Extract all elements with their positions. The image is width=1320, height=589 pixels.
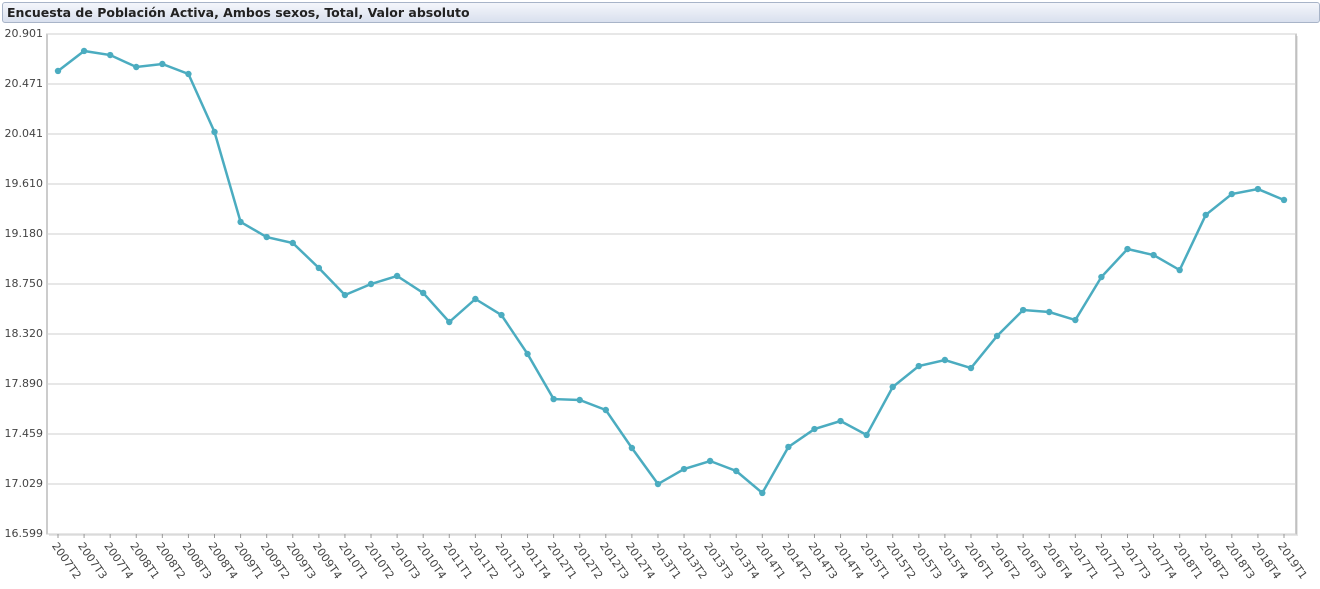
data-point [1280,196,1288,204]
data-point [524,350,531,358]
data-point [733,467,740,475]
data-point [759,489,766,497]
y-tick-label: 17.029 [5,477,44,490]
data-point [1254,185,1262,193]
data-point [185,70,192,78]
data-point [1124,245,1131,253]
data-point [54,67,62,75]
data-point [811,425,818,433]
y-tick-label: 20.901 [5,27,44,40]
data-point [393,272,401,280]
data-point [941,356,949,364]
y-tick-label: 17.890 [5,377,44,390]
data-point [576,396,583,404]
data-point [915,362,923,370]
data-point [80,47,88,55]
y-tick-label: 19.610 [5,177,44,190]
y-tick-label: 18.750 [5,277,44,290]
y-tick-label: 20.041 [5,127,44,140]
data-point [1046,308,1053,316]
data-point [1150,251,1157,259]
data-point [211,128,218,136]
data-point [472,295,479,303]
data-point [602,406,609,414]
data-point [289,239,296,247]
y-tick-label: 19.180 [5,227,44,240]
data-point [837,417,844,425]
y-tick-label: 18.320 [5,327,44,340]
data-point [1176,266,1183,274]
y-tick-label: 16.599 [5,527,44,540]
data-point [106,51,114,59]
data-point [1202,211,1209,219]
data-point [367,280,375,288]
y-tick-label: 20.471 [5,77,44,90]
data-point [1072,316,1079,324]
data-point [1228,190,1236,198]
data-point [550,395,557,403]
data-point [419,289,427,297]
data-point [993,332,1001,340]
chart-title: Encuesta de Población Activa, Ambos sexo… [2,2,1320,23]
data-point [889,383,896,391]
data-point [967,364,975,372]
data-point [706,457,714,465]
data-point [159,60,166,68]
data-point [237,218,244,226]
data-point [1019,306,1027,314]
data-point [315,264,323,272]
data-point [498,311,505,319]
data-point [446,318,453,326]
data-point [654,480,662,488]
data-point [341,291,349,299]
data-point [785,443,792,451]
data-point [1098,273,1105,281]
data-point [263,233,270,241]
data-point [680,465,688,473]
data-point [863,431,870,439]
data-point [133,63,140,71]
y-tick-label: 17.459 [5,427,44,440]
data-point [628,444,636,452]
data-line [57,49,1285,495]
